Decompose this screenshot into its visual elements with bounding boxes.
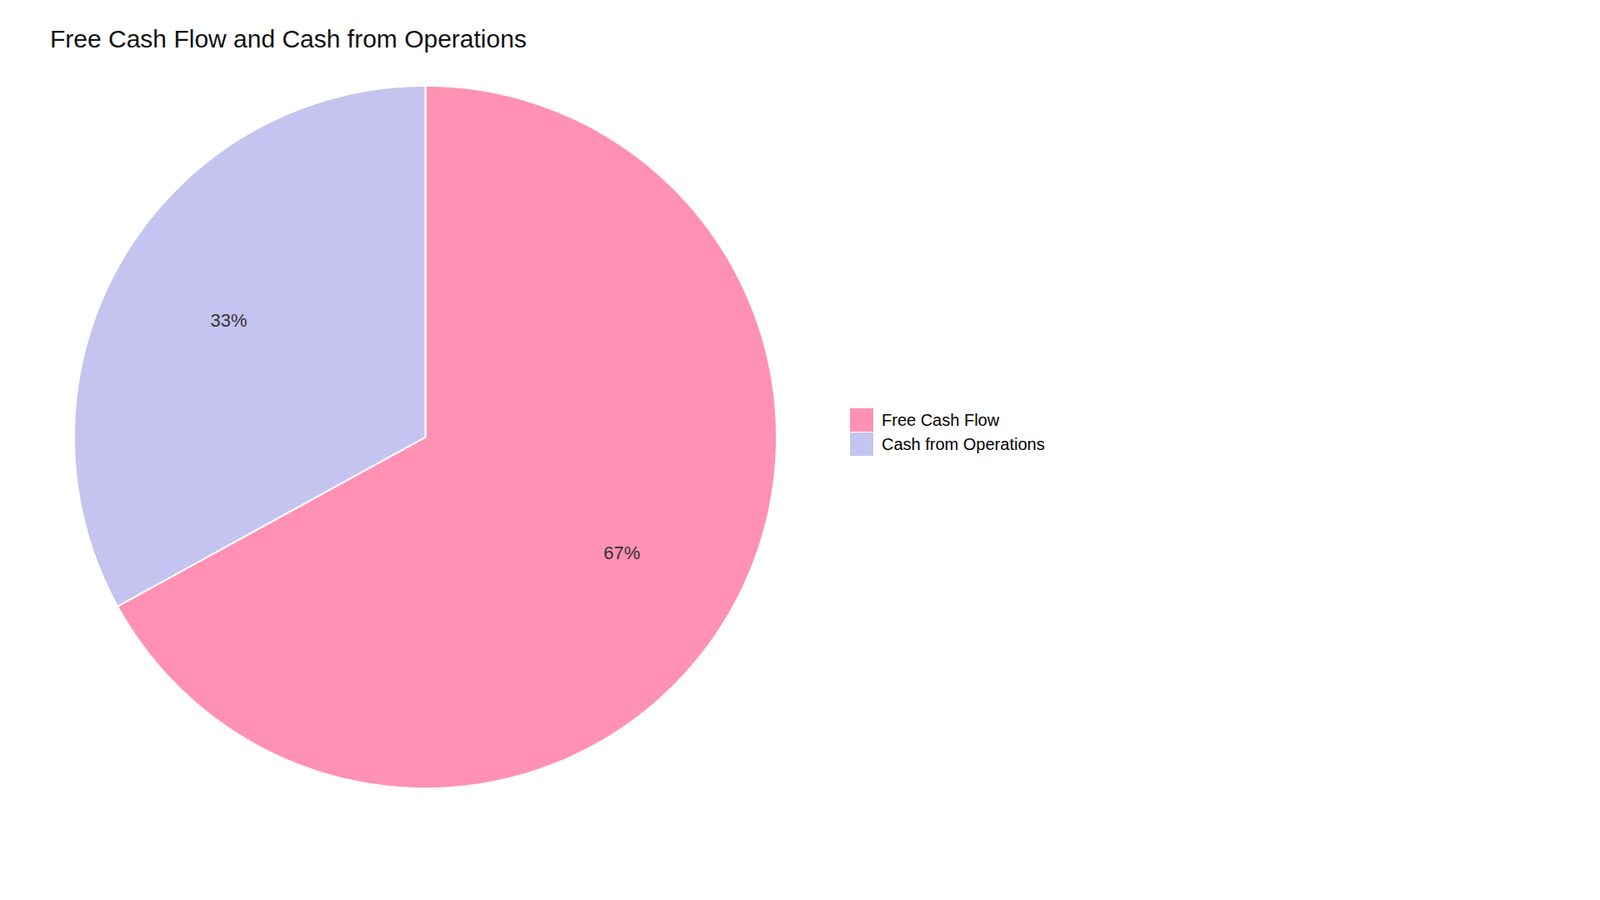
svg-text:67%: 67% <box>603 542 640 564</box>
html-text:Free Cash Flow and Cash from O: Free Cash Flow and Cash from Operations <box>50 25 527 53</box>
html-text:Cash from Operations: Cash from Operations <box>881 434 1045 453</box>
svg-text:33%: 33% <box>210 310 248 331</box>
html-text:Free Cash Flow: Free Cash Flow <box>881 410 1000 429</box>
